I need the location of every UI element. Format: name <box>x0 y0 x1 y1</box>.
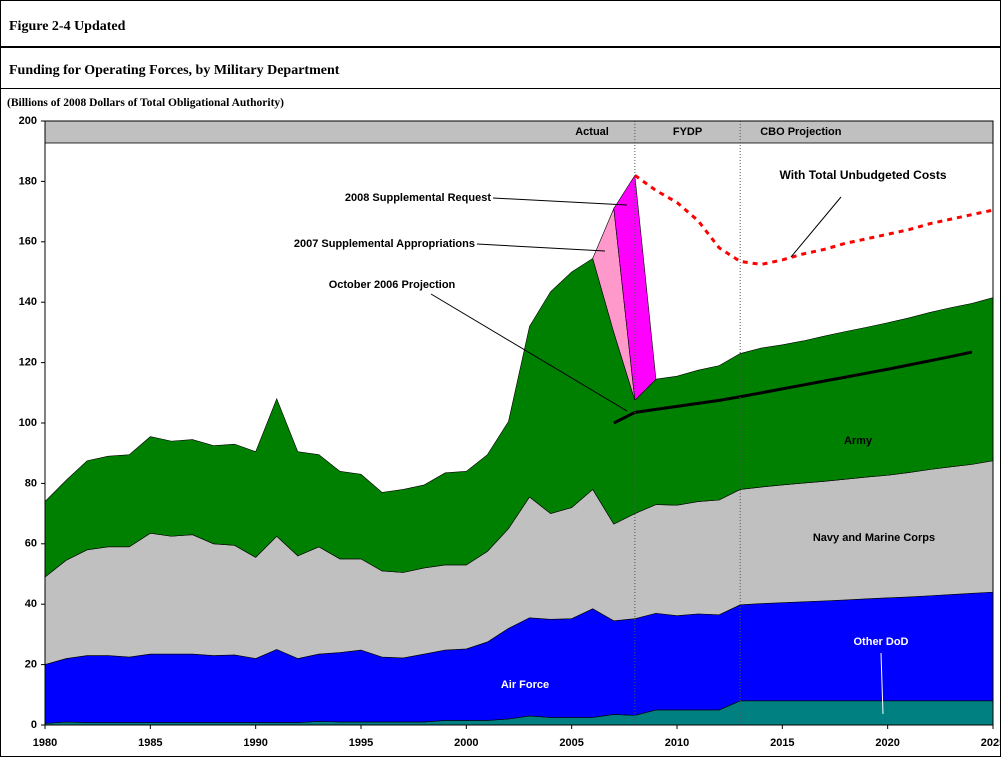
series-label: October 2006 Projection <box>329 279 456 291</box>
series-label: 2007 Supplemental Appropriations <box>294 238 475 250</box>
y-tick-label: 160 <box>19 236 37 248</box>
period-label: Actual <box>575 126 609 138</box>
leader-line <box>492 197 628 206</box>
leader-line <box>430 293 628 412</box>
series-label: 2008 Supplemental Request <box>345 192 491 204</box>
y-tick-label: 40 <box>25 598 37 610</box>
leader-line <box>476 243 606 252</box>
x-tick-label: 1995 <box>349 737 373 749</box>
x-tick-label: 1990 <box>243 737 267 749</box>
y-tick-label: 20 <box>25 659 37 671</box>
y-tick-label: 180 <box>19 175 37 187</box>
line <box>633 174 994 266</box>
x-tick-label: 2005 <box>559 737 583 749</box>
y-tick-label: 120 <box>19 357 37 369</box>
chart-title: Funding for Operating Forces, by Militar… <box>9 63 340 78</box>
leader-line <box>790 196 842 258</box>
y-tick-label: 100 <box>19 417 37 429</box>
y-tick-label: 140 <box>19 296 37 308</box>
x-tick-label: 2015 <box>770 737 794 749</box>
chart-subtitle: (Billions of 2008 Dollars of Total Oblig… <box>7 97 284 109</box>
series-label: Other DoD <box>854 636 909 648</box>
x-tick-label: 2020 <box>875 737 899 749</box>
y-tick-label: 60 <box>25 538 37 550</box>
x-tick-label: 1985 <box>138 737 162 749</box>
series-label: With Total Unbudgeted Costs <box>779 168 947 182</box>
rule <box>1 46 1000 48</box>
period-band <box>44 120 994 144</box>
y-tick-label: 200 <box>19 115 37 127</box>
y-tick-label: 80 <box>25 477 37 489</box>
series-label: Navy and Marine Corps <box>813 532 935 544</box>
x-tick-label: 2010 <box>665 737 689 749</box>
rule <box>1 88 1000 89</box>
x-tick-label: 1980 <box>33 737 57 749</box>
x-tick-label: 2025 <box>981 737 1000 749</box>
area <box>613 174 657 402</box>
y-tick-label: 0 <box>31 719 37 731</box>
series-label: Army <box>844 435 873 447</box>
leader-line <box>880 652 884 715</box>
series-label: Air Force <box>501 679 549 691</box>
period-label: CBO Projection <box>760 126 842 138</box>
figure-label: Figure 2-4 Updated <box>9 19 126 34</box>
x-tick-label: 2000 <box>454 737 478 749</box>
period-label: FYDP <box>673 126 702 138</box>
line <box>613 350 973 425</box>
